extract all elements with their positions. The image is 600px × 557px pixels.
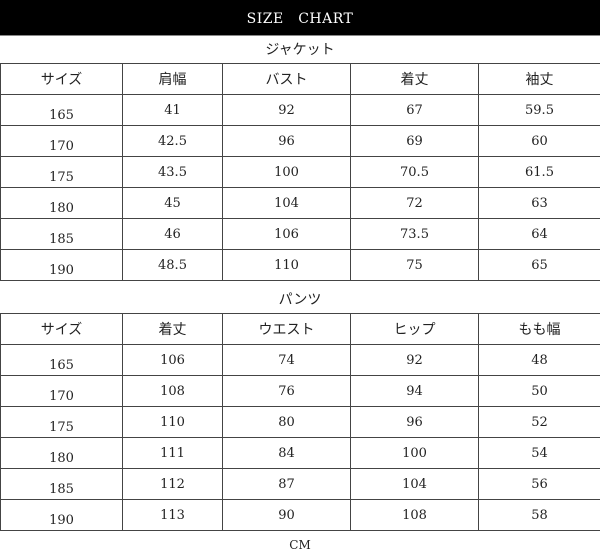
measurement-cell: 113 bbox=[122, 499, 223, 531]
table-row: 190 113 90 108 58 bbox=[0, 499, 600, 531]
measurement-cell: 48 bbox=[478, 344, 600, 376]
table-row: 185 112 87 104 56 bbox=[0, 468, 600, 500]
measurement-cell: 76 bbox=[222, 375, 351, 407]
measurement-cell: 64 bbox=[478, 218, 600, 250]
jacket-section-label: ジャケット bbox=[265, 42, 335, 58]
measurement-cell: 106 bbox=[122, 344, 223, 376]
table-row: 190 48.5 110 75 65 bbox=[0, 249, 600, 281]
measurement-cell: 42.5 bbox=[122, 125, 223, 157]
measurement-cell: 100 bbox=[222, 156, 351, 188]
size-cell: 170 bbox=[0, 375, 123, 407]
measurement-cell: 70.5 bbox=[350, 156, 479, 188]
size-cell: 175 bbox=[0, 406, 123, 438]
size-cell: 190 bbox=[0, 249, 123, 281]
column-header: もも幅 bbox=[478, 313, 600, 345]
column-header: サイズ bbox=[0, 63, 123, 95]
pants-size-table: サイズ 着丈 ウエスト ヒップ もも幅 165 106 74 92 48 170 108 76 94 50 1… bbox=[0, 313, 600, 531]
measurement-cell: 48.5 bbox=[122, 249, 223, 281]
measurement-cell: 58 bbox=[478, 499, 600, 531]
measurement-cell: 72 bbox=[350, 187, 479, 219]
column-header: 着丈 bbox=[350, 63, 479, 95]
table-row: 175 43.5 100 70.5 61.5 bbox=[0, 156, 600, 188]
measurement-cell: 54 bbox=[478, 437, 600, 469]
size-cell: 185 bbox=[0, 218, 123, 250]
size-cell: 190 bbox=[0, 499, 123, 531]
measurement-cell: 104 bbox=[350, 468, 479, 500]
column-header: ヒップ bbox=[350, 313, 479, 345]
column-header: ウエスト bbox=[222, 313, 351, 345]
size-cell: 185 bbox=[0, 468, 123, 500]
measurement-cell: 111 bbox=[122, 437, 223, 469]
measurement-cell: 104 bbox=[222, 187, 351, 219]
table-row: 170 108 76 94 50 bbox=[0, 375, 600, 407]
measurement-cell: 46 bbox=[122, 218, 223, 250]
measurement-cell: 61.5 bbox=[478, 156, 600, 188]
size-cell: 165 bbox=[0, 344, 123, 376]
table-row: 165 106 74 92 48 bbox=[0, 344, 600, 376]
measurement-cell: 90 bbox=[222, 499, 351, 531]
table-row: 175 110 80 96 52 bbox=[0, 406, 600, 438]
measurement-cell: 87 bbox=[222, 468, 351, 500]
measurement-cell: 80 bbox=[222, 406, 351, 438]
table-row: 170 42.5 96 69 60 bbox=[0, 125, 600, 157]
table-row: 180 45 104 72 63 bbox=[0, 187, 600, 219]
measurement-cell: 63 bbox=[478, 187, 600, 219]
measurement-cell: 43.5 bbox=[122, 156, 223, 188]
size-cell: 170 bbox=[0, 125, 123, 157]
header-row: サイズ 肩幅 バスト 着丈 袖丈 bbox=[0, 63, 600, 95]
header-row: サイズ 着丈 ウエスト ヒップ もも幅 bbox=[0, 313, 600, 345]
size-cell: 175 bbox=[0, 156, 123, 188]
measurement-cell: 108 bbox=[122, 375, 223, 407]
measurement-cell: 112 bbox=[122, 468, 223, 500]
measurement-cell: 108 bbox=[350, 499, 479, 531]
column-header: 肩幅 bbox=[122, 63, 223, 95]
size-cell: 165 bbox=[0, 94, 123, 126]
measurement-cell: 92 bbox=[350, 344, 479, 376]
measurement-cell: 110 bbox=[122, 406, 223, 438]
measurement-cell: 96 bbox=[222, 125, 351, 157]
measurement-cell: 100 bbox=[350, 437, 479, 469]
measurement-cell: 106 bbox=[222, 218, 351, 250]
measurement-cell: 69 bbox=[350, 125, 479, 157]
table-row: 180 111 84 100 54 bbox=[0, 437, 600, 469]
measurement-cell: 67 bbox=[350, 94, 479, 126]
measurement-cell: 110 bbox=[222, 249, 351, 281]
measurement-cell: 56 bbox=[478, 468, 600, 500]
size-cell: 180 bbox=[0, 187, 123, 219]
measurement-cell: 84 bbox=[222, 437, 351, 469]
measurement-cell: 74 bbox=[222, 344, 351, 376]
column-header: 着丈 bbox=[122, 313, 223, 345]
measurement-cell: 45 bbox=[122, 187, 223, 219]
table-row: 165 41 92 67 59.5 bbox=[0, 94, 600, 126]
measurement-cell: 52 bbox=[478, 406, 600, 438]
table-row: 185 46 106 73.5 64 bbox=[0, 218, 600, 250]
size-chart-title: SIZE CHART bbox=[0, 0, 600, 36]
measurement-cell: 92 bbox=[222, 94, 351, 126]
measurement-cell: 60 bbox=[478, 125, 600, 157]
measurement-cell: 94 bbox=[350, 375, 479, 407]
measurement-cell: 96 bbox=[350, 406, 479, 438]
measurement-cell: 50 bbox=[478, 375, 600, 407]
jacket-size-table: サイズ 肩幅 バスト 着丈 袖丈 165 41 92 67 59.5 170 42.5 96 69 60 17… bbox=[0, 63, 600, 281]
pants-section-label: パンツ bbox=[278, 292, 322, 308]
measurement-cell: 73.5 bbox=[350, 218, 479, 250]
measurement-cell: 41 bbox=[122, 94, 223, 126]
column-header: 袖丈 bbox=[478, 63, 600, 95]
column-header: サイズ bbox=[0, 313, 123, 345]
measurement-cell: 59.5 bbox=[478, 94, 600, 126]
measurement-cell: 75 bbox=[350, 249, 479, 281]
unit-label: CM bbox=[289, 538, 311, 552]
column-header: バスト bbox=[222, 63, 351, 95]
size-cell: 180 bbox=[0, 437, 123, 469]
measurement-cell: 65 bbox=[478, 249, 600, 281]
